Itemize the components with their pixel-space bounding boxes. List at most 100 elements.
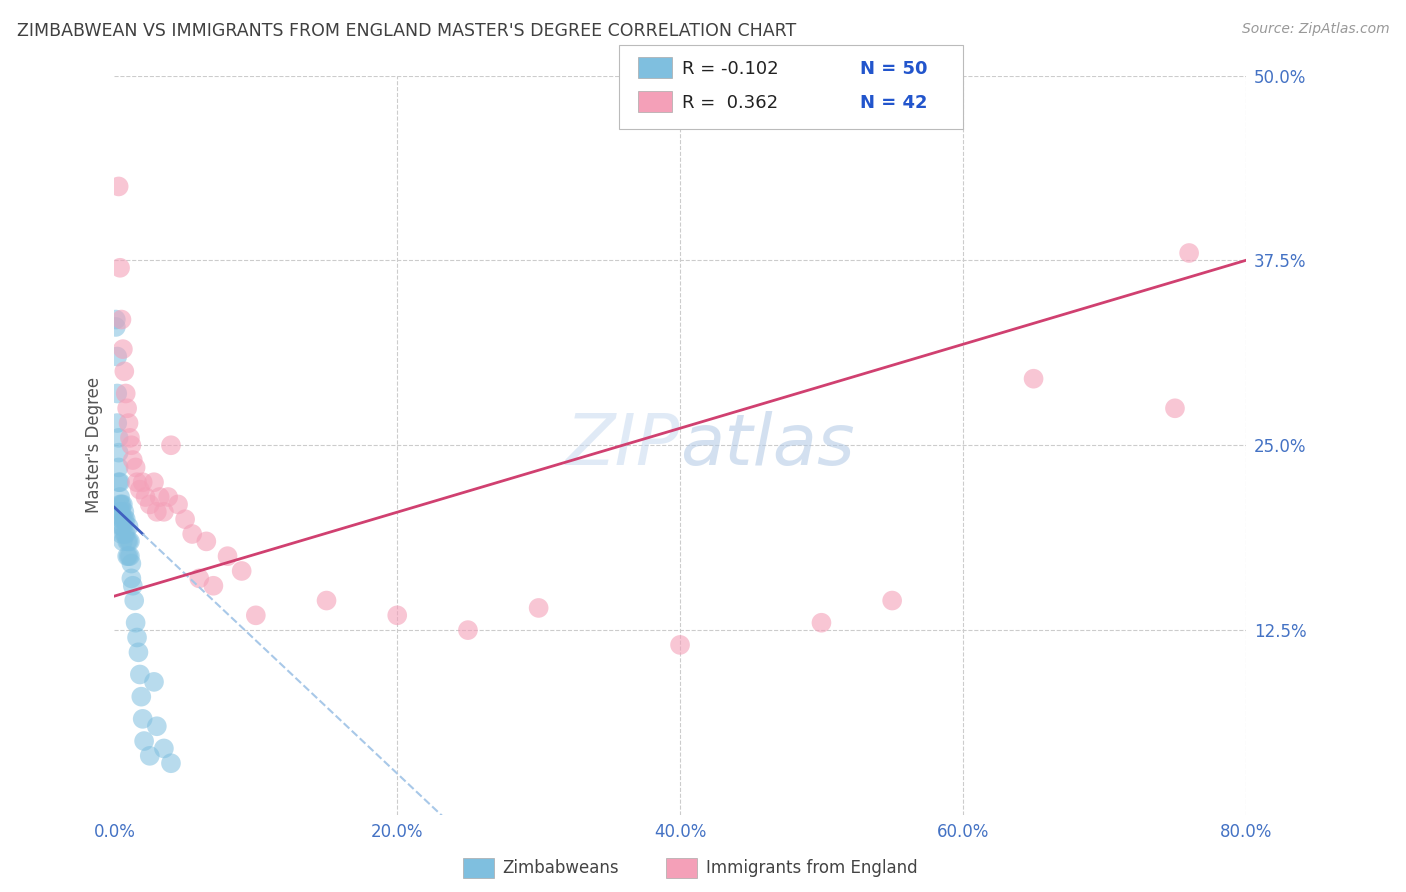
Point — [153, 741, 176, 756]
Point — [110, 505, 132, 519]
Point — [315, 593, 337, 607]
Point — [112, 512, 135, 526]
Point — [125, 631, 148, 645]
Point — [111, 497, 134, 511]
Point — [131, 475, 153, 490]
Point — [110, 527, 132, 541]
Point — [117, 549, 139, 564]
Point — [127, 645, 149, 659]
Text: N = 42: N = 42 — [860, 94, 928, 112]
Text: Immigrants from England: Immigrants from England — [706, 859, 918, 877]
Point — [121, 579, 143, 593]
Point — [120, 571, 142, 585]
Text: atlas: atlas — [681, 410, 855, 480]
Point — [139, 748, 162, 763]
Point — [143, 674, 166, 689]
Point — [104, 312, 127, 326]
Point — [131, 712, 153, 726]
Point — [882, 593, 904, 607]
Point — [111, 512, 134, 526]
Point — [135, 490, 157, 504]
Text: N = 50: N = 50 — [860, 60, 928, 78]
Point — [117, 416, 139, 430]
Point — [153, 505, 176, 519]
Point — [1178, 246, 1201, 260]
Point — [1164, 401, 1187, 416]
Text: Zimbabweans: Zimbabweans — [502, 859, 619, 877]
Point — [118, 549, 141, 564]
Point — [108, 490, 131, 504]
Point — [139, 497, 162, 511]
Point — [107, 431, 129, 445]
Point — [111, 342, 134, 356]
Point — [387, 608, 409, 623]
Point — [111, 534, 134, 549]
Text: R = -0.102: R = -0.102 — [682, 60, 779, 78]
Point — [110, 519, 132, 533]
Point — [160, 438, 183, 452]
Point — [105, 350, 128, 364]
Point — [115, 401, 138, 416]
Point — [132, 734, 155, 748]
Point — [122, 593, 145, 607]
Point — [160, 756, 183, 771]
Point — [202, 579, 225, 593]
Point — [149, 490, 172, 504]
Point — [129, 690, 152, 704]
Point — [121, 453, 143, 467]
Point — [195, 534, 218, 549]
Point — [107, 445, 129, 459]
Text: R =  0.362: R = 0.362 — [682, 94, 778, 112]
Point — [120, 557, 142, 571]
Point — [107, 460, 129, 475]
Point — [146, 505, 169, 519]
Text: Source: ZipAtlas.com: Source: ZipAtlas.com — [1241, 22, 1389, 37]
Point — [115, 534, 138, 549]
Point — [104, 320, 127, 334]
Point — [128, 483, 150, 497]
Point — [527, 601, 550, 615]
Point — [124, 615, 146, 630]
Point — [669, 638, 692, 652]
Point — [124, 460, 146, 475]
Point — [125, 475, 148, 490]
Point — [114, 512, 136, 526]
Point — [245, 608, 267, 623]
Point — [107, 475, 129, 490]
Point — [810, 615, 832, 630]
Point — [108, 497, 131, 511]
Point — [181, 527, 204, 541]
Point — [1022, 372, 1045, 386]
Point — [117, 534, 139, 549]
Point — [143, 475, 166, 490]
Point — [114, 527, 136, 541]
Point — [107, 179, 129, 194]
Point — [115, 549, 138, 564]
Point — [105, 386, 128, 401]
Point — [114, 386, 136, 401]
Point — [105, 416, 128, 430]
Y-axis label: Master's Degree: Master's Degree — [86, 377, 103, 513]
Point — [167, 497, 190, 511]
Point — [120, 438, 142, 452]
Point — [188, 571, 211, 585]
Point — [457, 623, 479, 637]
Point — [231, 564, 253, 578]
Text: ZIP: ZIP — [565, 410, 681, 480]
Point — [108, 505, 131, 519]
Point — [108, 260, 131, 275]
Text: ZIMBABWEAN VS IMMIGRANTS FROM ENGLAND MASTER'S DEGREE CORRELATION CHART: ZIMBABWEAN VS IMMIGRANTS FROM ENGLAND MA… — [17, 22, 796, 40]
Point — [112, 364, 135, 378]
Point — [110, 512, 132, 526]
Point — [157, 490, 180, 504]
Point — [108, 475, 131, 490]
Point — [117, 519, 139, 533]
Point — [146, 719, 169, 733]
Point — [112, 527, 135, 541]
Point — [128, 667, 150, 681]
Point — [111, 519, 134, 533]
Point — [110, 312, 132, 326]
Point — [112, 505, 135, 519]
Point — [118, 534, 141, 549]
Point — [174, 512, 197, 526]
